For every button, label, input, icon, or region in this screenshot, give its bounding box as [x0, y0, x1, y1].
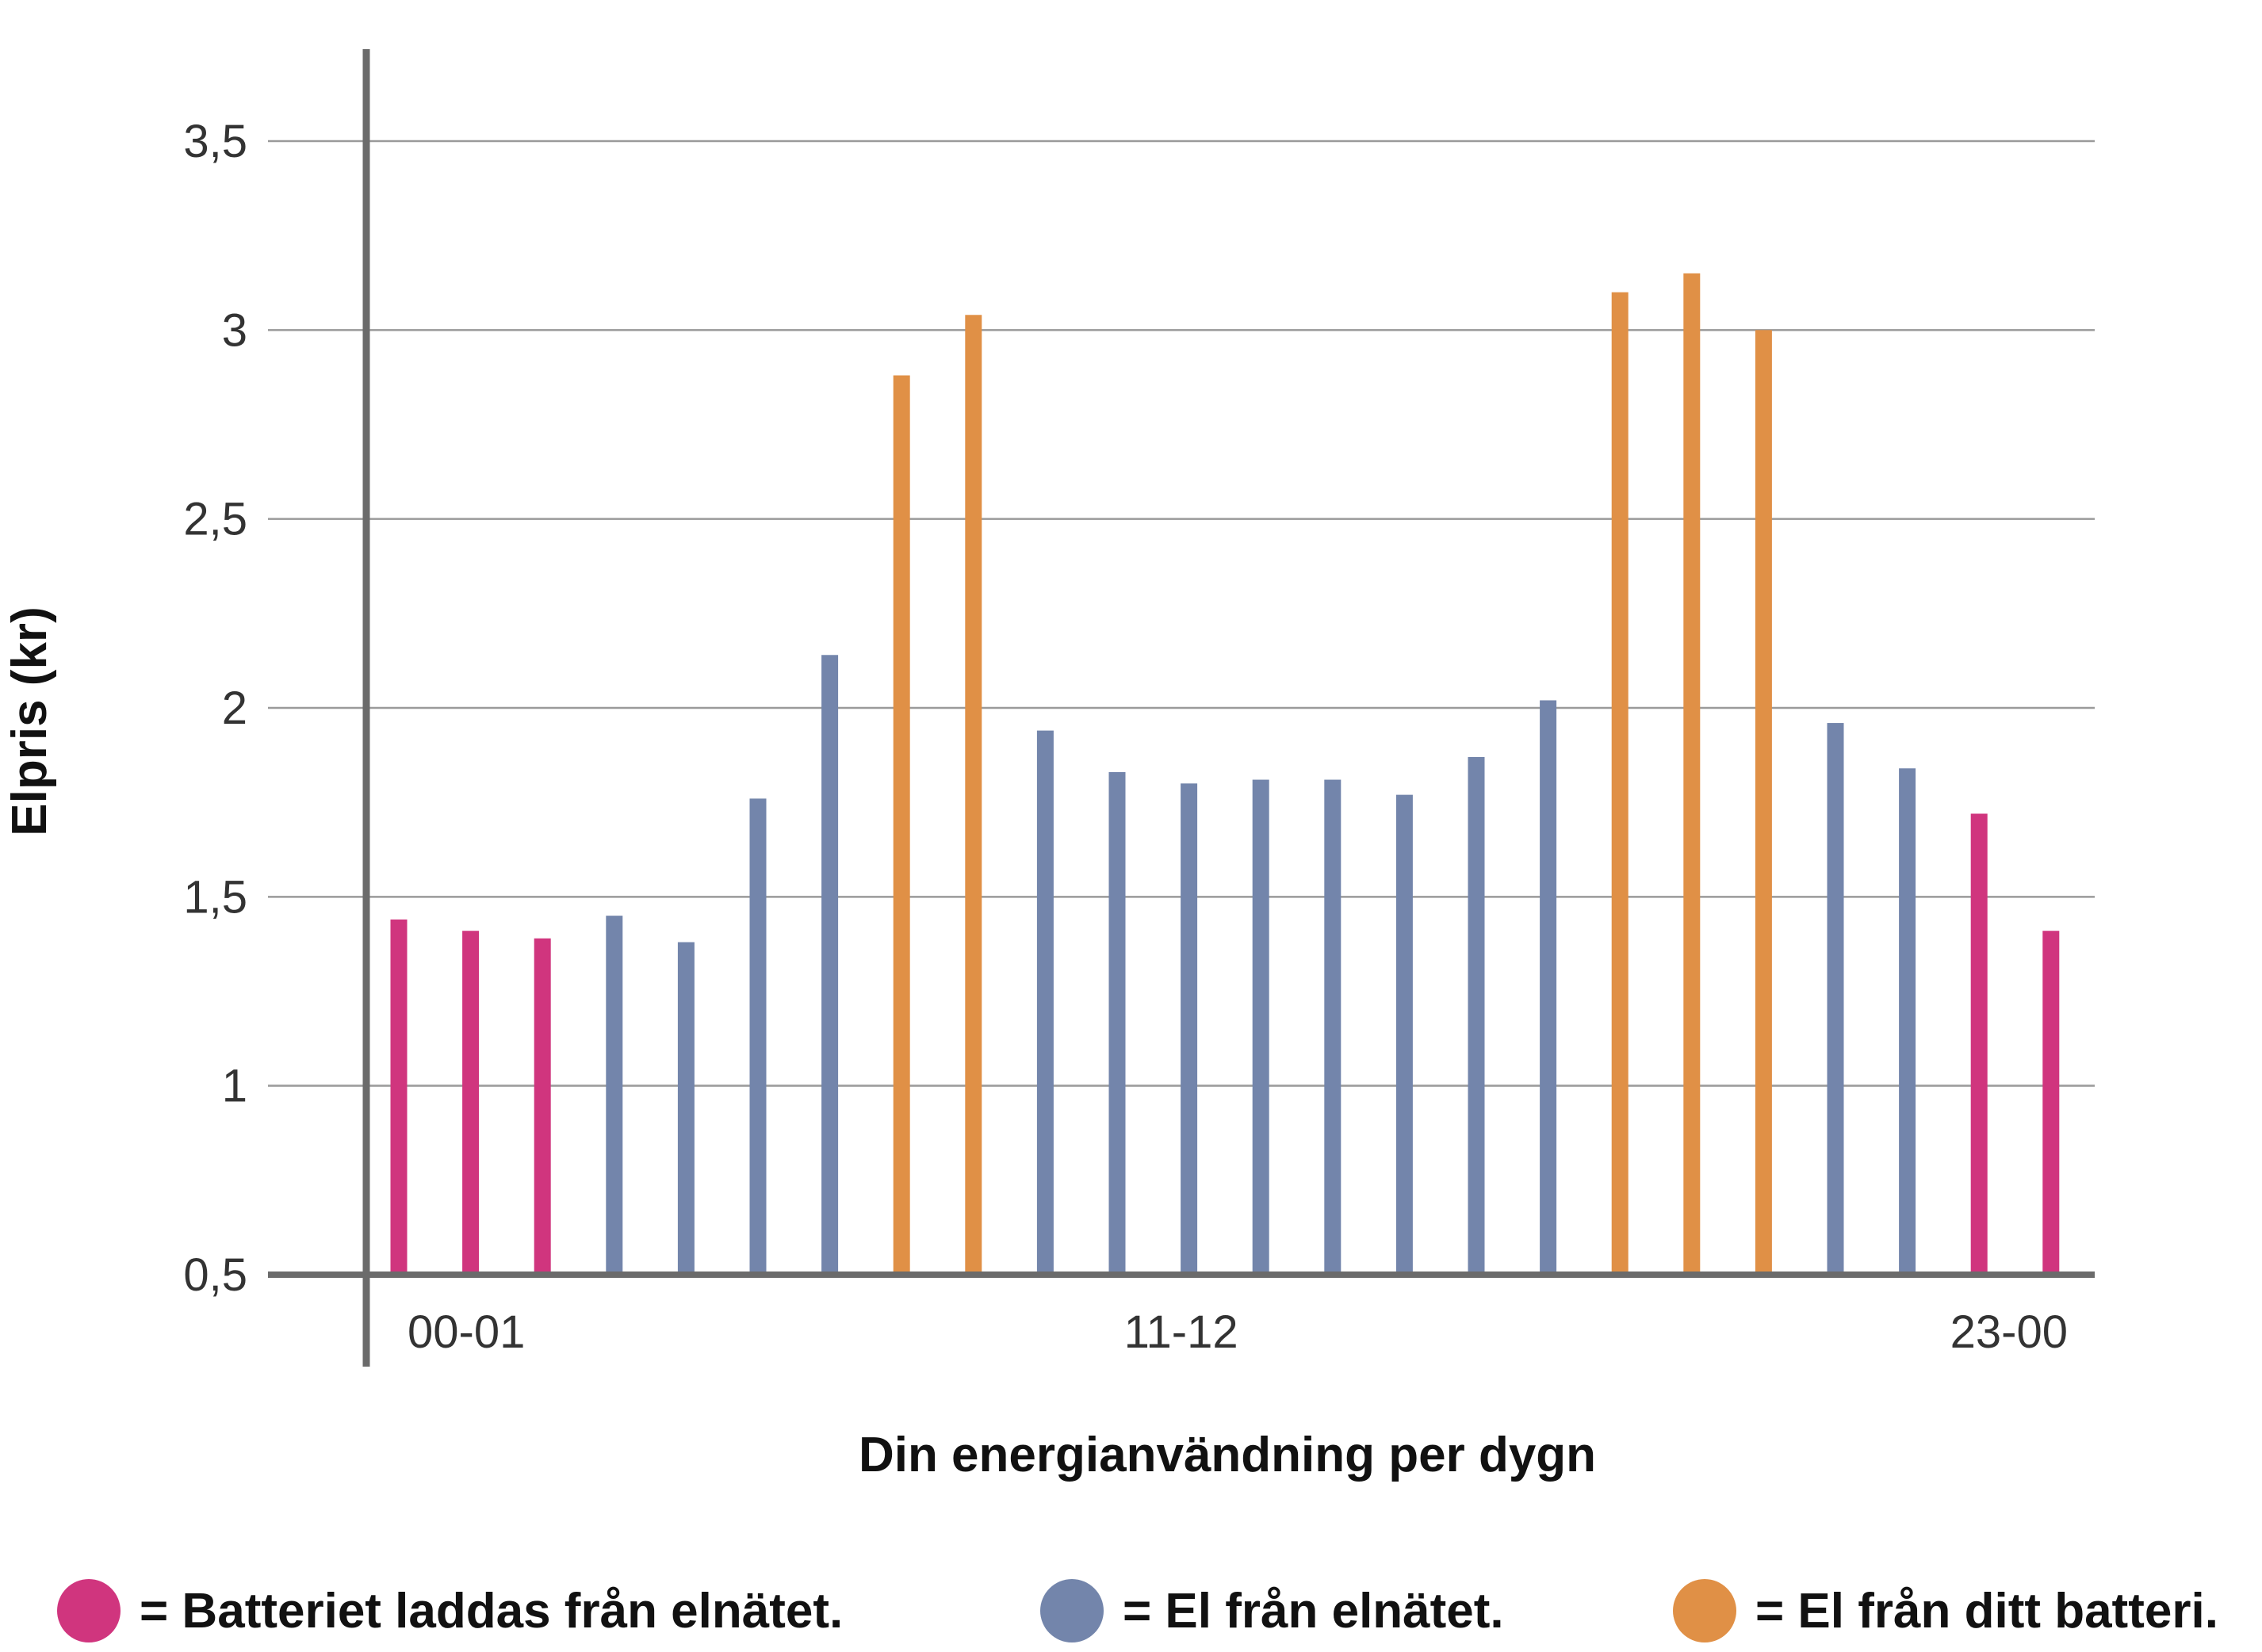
- y-tick-label: 2: [222, 683, 247, 734]
- y-axis-title: Elpris (kr): [2, 606, 57, 836]
- y-tick-label: 1,5: [183, 871, 247, 923]
- x-axis-title: Din energianvändning per dygn: [859, 1428, 1596, 1482]
- legend-item-battery: = El från ditt batteri.: [1673, 1570, 2218, 1652]
- legend-dot-charge: [57, 1579, 121, 1642]
- bar: [1324, 779, 1342, 1275]
- bar: [1899, 768, 1916, 1275]
- bar-chart: 0,5 1 1,5 2 2,5 3 3,5 00-01 11-12 23-00 Elpris (…: [2, 49, 2095, 1482]
- bar: [1181, 783, 1198, 1275]
- x-tick-labels: 00-01 11-12 23-00: [408, 1306, 2068, 1358]
- y-tick-labels: 0,5 1 1,5 2 2,5 3 3,5: [183, 116, 247, 1301]
- bar: [462, 931, 480, 1275]
- x-tick-label: 00-01: [408, 1306, 525, 1358]
- bar: [1683, 273, 1701, 1275]
- bar: [1252, 779, 1269, 1275]
- bar: [1395, 794, 1413, 1275]
- bar: [1540, 700, 1557, 1275]
- y-tick-label: 1: [222, 1061, 247, 1112]
- y-tick-label: 2,5: [183, 494, 247, 545]
- bar: [1755, 330, 1772, 1275]
- bar: [1468, 756, 1485, 1275]
- legend-label-charge: = Batteriet laddas från elnätet.: [140, 1583, 844, 1639]
- bar: [534, 938, 551, 1275]
- legend-dot-grid: [1040, 1579, 1104, 1642]
- bar: [821, 655, 839, 1275]
- bar: [965, 315, 982, 1275]
- bar: [1970, 813, 1988, 1275]
- bar: [606, 916, 623, 1275]
- x-tick-label: 11-12: [1124, 1306, 1238, 1358]
- y-tick-label: 0,5: [183, 1249, 247, 1301]
- bar: [749, 798, 767, 1275]
- legend-label-grid: = El från elnätet.: [1123, 1583, 1504, 1639]
- y-tick-label: 3: [222, 304, 247, 356]
- legend-dot-battery: [1673, 1579, 1736, 1642]
- bars: [390, 273, 2060, 1275]
- y-tick-label: 3,5: [183, 116, 247, 167]
- x-tick-label: 23-00: [1950, 1306, 2068, 1358]
- legend-item-grid: = El från elnätet.: [1040, 1570, 1504, 1652]
- legend: = Batteriet laddas från elnätet. = El fr…: [0, 1570, 2262, 1652]
- bar: [1611, 292, 1629, 1275]
- axes: [268, 49, 2095, 1367]
- bar: [1036, 730, 1054, 1275]
- bar: [893, 375, 910, 1275]
- legend-label-battery: = El från ditt batteri.: [1755, 1583, 2218, 1639]
- legend-item-charge: = Batteriet laddas från elnätet.: [57, 1570, 843, 1652]
- bar: [2042, 931, 2060, 1275]
- bar: [1827, 723, 1844, 1275]
- bar: [390, 919, 408, 1275]
- bar: [1108, 772, 1126, 1275]
- grid-lines: [268, 140, 2095, 1087]
- bar: [677, 942, 695, 1275]
